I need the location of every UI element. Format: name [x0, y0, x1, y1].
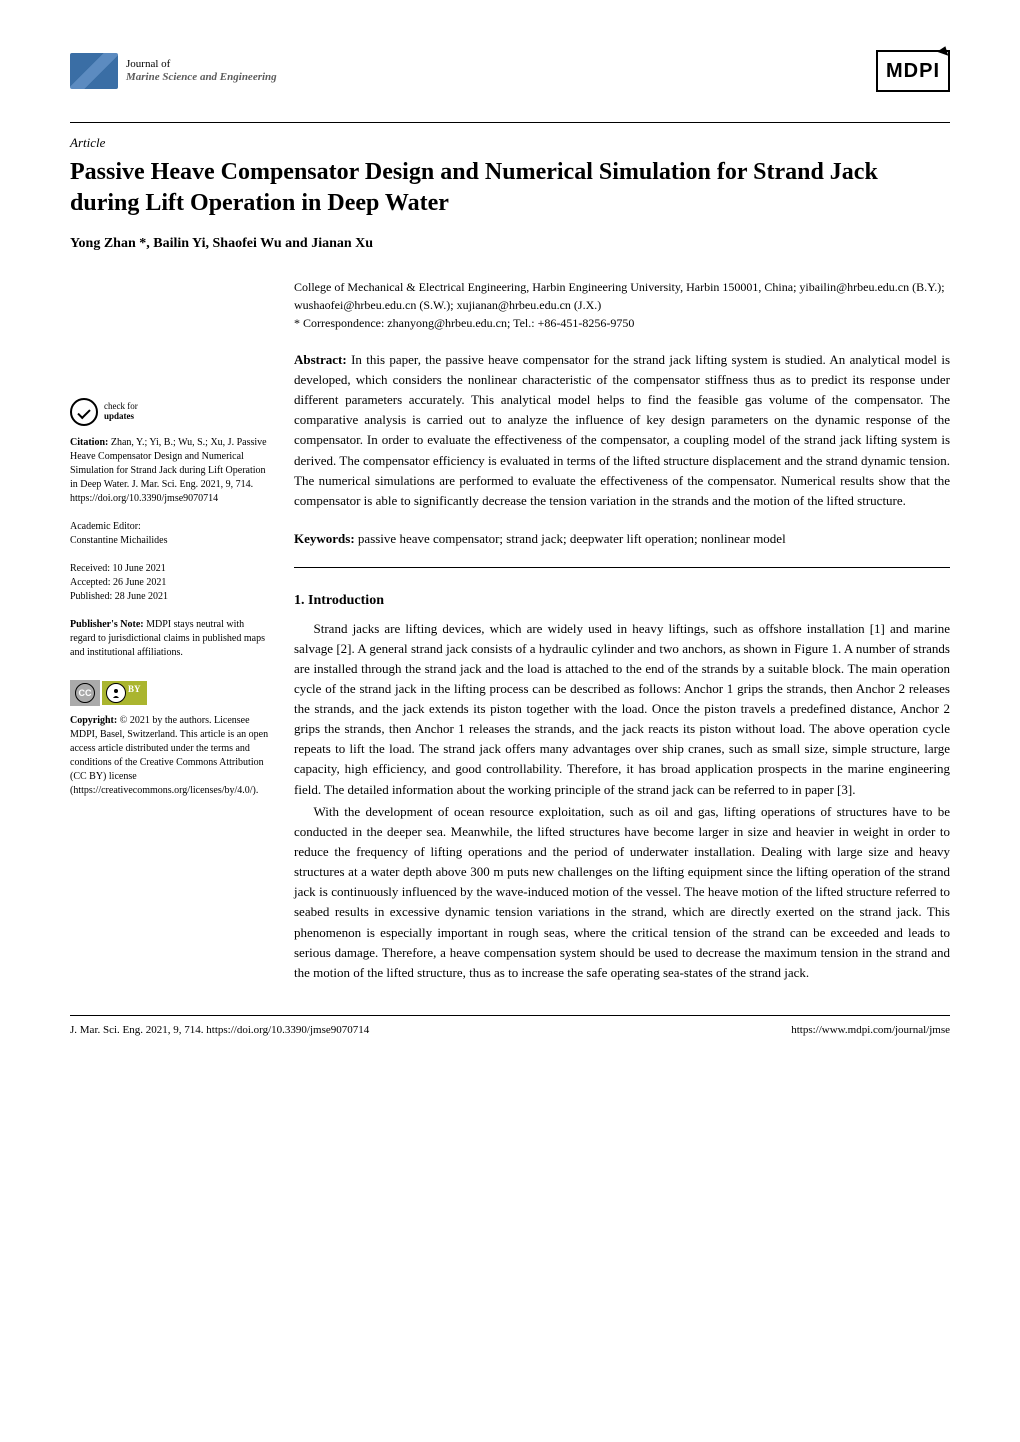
editor-name: Constantine Michailides — [70, 534, 270, 548]
keywords-label: Keywords: — [294, 531, 355, 546]
accepted: Accepted: 26 June 2021 — [70, 576, 270, 590]
cc-circle-icon: CC — [75, 683, 95, 703]
journal-title: Marine Science and Engineering — [126, 71, 277, 84]
wave-icon — [70, 53, 118, 89]
right-column: College of Mechanical & Electrical Engin… — [294, 278, 950, 985]
person-icon — [111, 688, 121, 698]
correspondence: * Correspondence: zhanyong@hrbeu.edu.cn;… — [294, 314, 950, 332]
pubnote-block: Publisher's Note: MDPI stays neutral wit… — [70, 618, 270, 660]
check-updates[interactable]: check for updates — [70, 398, 270, 426]
authors: Yong Zhan *, Bailin Yi, Shaofei Wu and J… — [70, 233, 950, 254]
pubnote-label: Publisher's Note: — [70, 619, 144, 630]
copyright-text: © 2021 by the authors. Licensee MDPI, Ba… — [70, 715, 268, 796]
footer: J. Mar. Sci. Eng. 2021, 9, 714. https://… — [70, 1015, 950, 1039]
body-paragraph-2: With the development of ocean resource e… — [294, 802, 950, 983]
citation-label: Citation: — [70, 437, 108, 448]
journal-brand: Journal of Marine Science and Engineerin… — [70, 53, 277, 89]
check-updates-text: check for updates — [104, 402, 138, 422]
mid-rule — [294, 567, 950, 568]
mdpi-logo-icon: MDPI — [876, 50, 950, 92]
citation-block: Citation: Zhan, Y.; Yi, B.; Wu, S.; Xu, … — [70, 436, 270, 506]
article-title: Passive Heave Compensator Design and Num… — [70, 157, 950, 219]
abstract-label: Abstract: — [294, 352, 347, 367]
received: Received: 10 June 2021 — [70, 562, 270, 576]
by-text: BY — [126, 683, 143, 703]
affiliation-block: College of Mechanical & Electrical Engin… — [294, 278, 950, 332]
article-type: Article — [70, 133, 950, 153]
copyright-block: Copyright: © 2021 by the authors. Licens… — [70, 714, 270, 798]
keywords-block: Keywords: passive heave compensator; str… — [294, 529, 950, 549]
copyright-label: Copyright: — [70, 715, 117, 726]
two-column-layout: check for updates Citation: Zhan, Y.; Yi… — [70, 278, 950, 985]
body-paragraph-1: Strand jacks are lifting devices, which … — [294, 619, 950, 800]
published: Published: 28 June 2021 — [70, 590, 270, 604]
cc-box: CC — [70, 680, 100, 706]
dates-block: Received: 10 June 2021 Accepted: 26 June… — [70, 562, 270, 604]
affiliation: College of Mechanical & Electrical Engin… — [294, 278, 950, 314]
footer-left: J. Mar. Sci. Eng. 2021, 9, 714. https://… — [70, 1022, 369, 1039]
by-box: BY — [102, 681, 147, 705]
abstract-block: Abstract: In this paper, the passive hea… — [294, 350, 950, 511]
cc-badge: CC BY — [70, 680, 147, 706]
top-rule — [70, 122, 950, 123]
by-circle-icon — [106, 683, 126, 703]
journal-of: Journal of — [126, 58, 277, 71]
journal-name: Journal of Marine Science and Engineerin… — [126, 58, 277, 84]
check-icon — [70, 398, 98, 426]
abstract-text: In this paper, the passive heave compens… — [294, 352, 950, 508]
editor-label: Academic Editor: — [70, 520, 270, 534]
editor-block: Academic Editor: Constantine Michailides — [70, 520, 270, 548]
body-text: Strand jacks are lifting devices, which … — [294, 619, 950, 984]
header-row: Journal of Marine Science and Engineerin… — [70, 50, 950, 92]
section-heading-1: 1. Introduction — [294, 590, 950, 611]
keywords-text: passive heave compensator; strand jack; … — [358, 531, 786, 546]
footer-right: https://www.mdpi.com/journal/jmse — [791, 1022, 950, 1039]
check-line2: updates — [104, 411, 134, 421]
left-sidebar: check for updates Citation: Zhan, Y.; Yi… — [70, 278, 270, 985]
check-line1: check for — [104, 401, 138, 411]
page: Journal of Marine Science and Engineerin… — [0, 0, 1020, 1069]
